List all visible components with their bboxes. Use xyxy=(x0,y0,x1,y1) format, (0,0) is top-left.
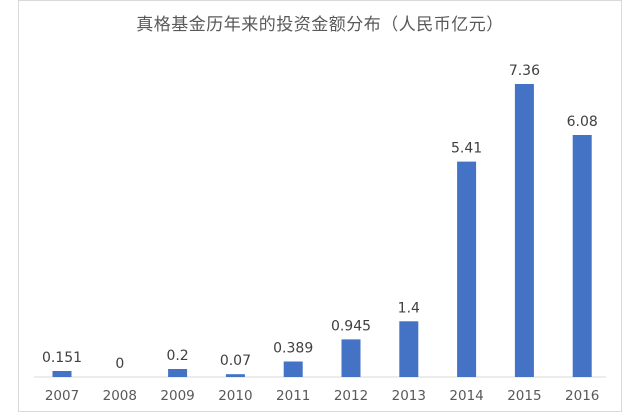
bar-2012 xyxy=(341,339,361,377)
x-tick-2012: 2012 xyxy=(334,388,368,404)
chart-title: 真格基金历年来的投资金额分布（人民币亿元） xyxy=(136,15,504,35)
x-tick-2010: 2010 xyxy=(218,388,252,404)
bar-2014 xyxy=(457,161,477,377)
value-label-2010: 0.07 xyxy=(220,353,251,369)
value-label-2009: 0.2 xyxy=(166,348,188,364)
bar-2011 xyxy=(283,361,303,377)
x-tick-2009: 2009 xyxy=(160,388,194,404)
value-label-2014: 5.41 xyxy=(451,141,482,157)
x-tick-2008: 2008 xyxy=(103,388,137,404)
bar-2009 xyxy=(168,369,188,377)
value-label-2016: 6.08 xyxy=(567,114,598,130)
value-label-2012: 0.945 xyxy=(331,318,371,334)
value-label-2011: 0.389 xyxy=(273,341,313,357)
value-label-2013: 1.4 xyxy=(398,300,420,316)
bar-2010 xyxy=(225,374,245,377)
x-tick-2013: 2013 xyxy=(392,388,426,404)
value-label-2008: 0 xyxy=(115,356,124,372)
bar-2015 xyxy=(514,84,534,377)
value-label-2015: 7.36 xyxy=(509,63,540,79)
x-tick-2014: 2014 xyxy=(449,388,483,404)
x-tick-2011: 2011 xyxy=(276,388,310,404)
x-tick-2007: 2007 xyxy=(45,388,79,404)
bar-2007 xyxy=(52,371,72,377)
value-label-2007: 0.151 xyxy=(42,350,82,366)
x-tick-2016: 2016 xyxy=(565,388,599,404)
bar-2013 xyxy=(399,321,419,377)
bar-2016 xyxy=(572,135,592,377)
x-tick-2015: 2015 xyxy=(507,388,541,404)
